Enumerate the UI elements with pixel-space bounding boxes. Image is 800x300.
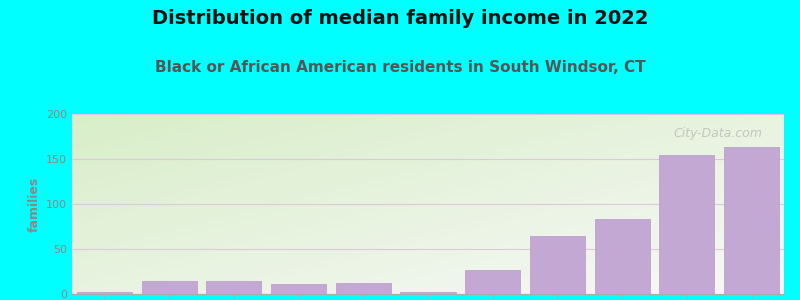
Bar bbox=[466, 270, 520, 294]
Bar bbox=[271, 284, 326, 294]
Y-axis label: families: families bbox=[27, 176, 41, 232]
Text: Distribution of median family income in 2022: Distribution of median family income in … bbox=[152, 9, 648, 28]
Text: City-Data.com: City-Data.com bbox=[674, 127, 762, 140]
Bar bbox=[659, 154, 714, 294]
Bar bbox=[206, 280, 262, 294]
Bar bbox=[594, 219, 650, 294]
Bar bbox=[530, 236, 585, 294]
Text: Black or African American residents in South Windsor, CT: Black or African American residents in S… bbox=[154, 60, 646, 75]
Bar bbox=[401, 292, 455, 294]
Bar bbox=[724, 147, 779, 294]
Bar bbox=[336, 283, 390, 294]
Bar bbox=[142, 280, 197, 294]
Bar bbox=[77, 292, 132, 294]
